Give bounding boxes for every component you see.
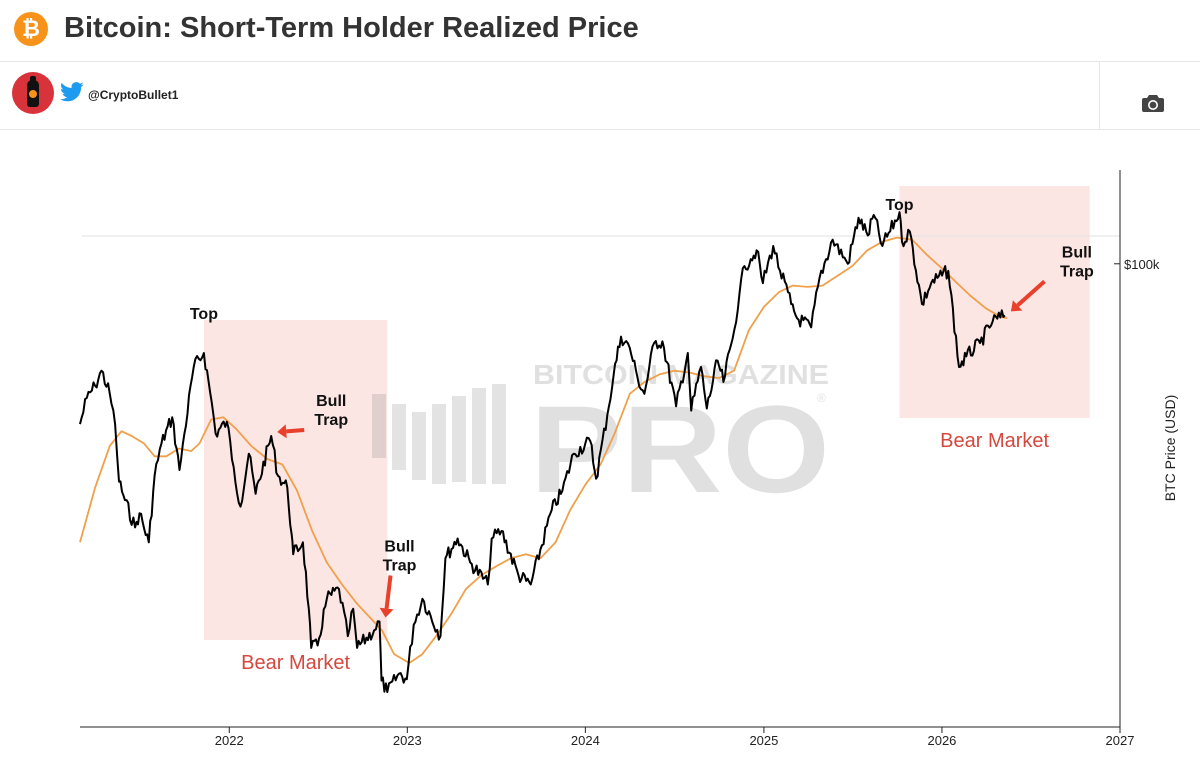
annotations: Top Bull Trap Bull Trap Top Bull Trap: [190, 197, 1094, 618]
annotation-arrow-head: [277, 424, 287, 439]
watermark: BITCOIN MAGAZINE PRO ®: [372, 359, 830, 519]
x-axis-ticks: 2022 2023 2024 2025 2026 2027: [215, 727, 1135, 748]
x-tick-label: 2023: [393, 733, 422, 748]
annotation-top: Top: [885, 197, 913, 214]
chart: Bear Market Bear Market BITCOIN MAGAZINE …: [79, 170, 1178, 748]
annotation-bull-trap-label: Bull Trap: [314, 393, 348, 429]
x-tick-label: 2027: [1106, 733, 1135, 748]
camera-icon[interactable]: [1142, 94, 1164, 112]
series-line-short-term-holder-realized-price: [79, 236, 1008, 664]
x-tick-label: 2026: [927, 733, 956, 748]
x-tick-label: 2024: [571, 733, 600, 748]
x-tick-label: 2025: [749, 733, 778, 748]
bear-market-label: Bear Market: [241, 652, 350, 674]
y-axis-ticks: $100k: [1114, 257, 1160, 272]
annotation-bull-trap-label: Bull Trap: [383, 539, 417, 575]
x-tick-label: 2022: [215, 733, 244, 748]
annotation-arrow-head: [1010, 300, 1023, 312]
annotation-bull-trap: Bull Trap: [1010, 244, 1094, 312]
bitcoin-icon: ₿: [14, 12, 48, 46]
watermark-bars-icon: [372, 384, 506, 484]
author-handle[interactable]: @CryptoBullet1: [88, 88, 179, 102]
annotation-arrow: [384, 575, 393, 609]
y-tick-label: $100k: [1124, 257, 1160, 272]
annotation-arrow: [1016, 279, 1046, 307]
avatar[interactable]: [12, 72, 54, 114]
author-bar: @CryptoBullet1: [0, 62, 1200, 130]
watermark-line2: PRO: [530, 381, 830, 519]
header-bar: ₿ Bitcoin: Short-Term Holder Realized Pr…: [0, 0, 1200, 62]
annotation-arrow: [286, 427, 305, 434]
annotation-bull-trap: Bull Trap: [277, 393, 348, 439]
annotation-arrow-head: [379, 607, 394, 618]
bear-market-label: Bear Market: [940, 430, 1049, 452]
twitter-icon[interactable]: [60, 82, 84, 102]
y-axis-label: BTC Price (USD): [1162, 395, 1178, 502]
watermark-registered-mark: ®: [817, 391, 826, 405]
divider: [1099, 62, 1100, 130]
annotation-bull-trap: Bull Trap: [379, 539, 417, 618]
annotation-top: Top: [190, 306, 218, 323]
bear-market-region: [203, 320, 388, 640]
bear-market-region: [899, 186, 1090, 418]
page-title: Bitcoin: Short-Term Holder Realized Pric…: [64, 12, 639, 44]
annotation-bull-trap-label: Bull Trap: [1060, 244, 1094, 280]
series-line-btc-price: [79, 211, 1006, 694]
